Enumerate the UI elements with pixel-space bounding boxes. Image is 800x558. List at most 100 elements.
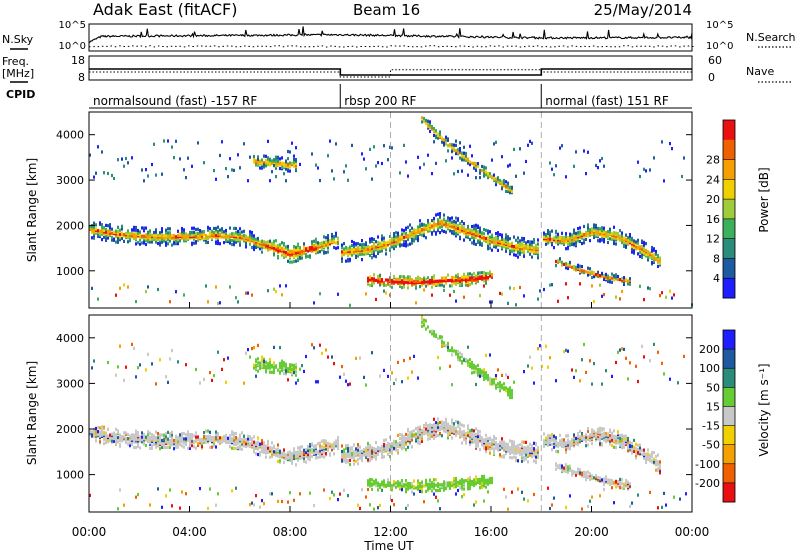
heat-cell (259, 160, 261, 163)
heat-cell (161, 233, 163, 236)
heat-cell (569, 233, 571, 236)
heat-cell (367, 479, 369, 482)
heat-cell (289, 150, 291, 153)
heat-cell (299, 246, 301, 249)
heat-cell (161, 173, 163, 176)
heat-cell (487, 276, 489, 279)
heat-cell (93, 176, 95, 179)
heat-cell (195, 240, 197, 243)
heat-cell (591, 276, 593, 279)
heat-cell (183, 437, 185, 440)
heat-cell (671, 297, 673, 300)
heat-cell (165, 494, 167, 497)
heat-cell (267, 140, 269, 143)
heat-cell (249, 435, 251, 438)
heat-cell (299, 163, 301, 166)
heat-cell (255, 364, 257, 367)
colorbar-swatch (723, 239, 735, 259)
heat-cell (399, 171, 401, 174)
heat-cell (639, 285, 641, 288)
heat-cell (309, 449, 311, 452)
heat-cell (443, 480, 445, 483)
heat-cell (461, 220, 463, 223)
heat-cell (337, 498, 339, 501)
heat-cell (333, 452, 335, 455)
heat-cell (669, 142, 671, 145)
heat-cell (421, 315, 423, 318)
heat-cell (517, 256, 519, 259)
heat-cell (385, 252, 387, 255)
heat-cell (477, 364, 479, 367)
heat-cell (435, 496, 437, 499)
heat-cell (543, 439, 545, 442)
heat-cell (511, 456, 513, 459)
heat-cell (391, 237, 393, 240)
heat-cell (147, 231, 149, 234)
heat-cell (183, 446, 185, 449)
heat-cell (465, 479, 467, 482)
heat-cell (603, 227, 605, 230)
heat-cell (137, 493, 139, 496)
heat-cell (183, 293, 185, 296)
heat-cell (495, 236, 497, 239)
heat-cell (401, 286, 403, 289)
heat-cell (431, 219, 433, 222)
heat-cell (319, 442, 321, 445)
heat-cell (135, 229, 137, 232)
heat-cell (127, 229, 129, 232)
heat-cell (435, 280, 437, 283)
heat-cell (515, 175, 517, 178)
heat-cell (341, 365, 343, 368)
colorbar-swatch (723, 219, 735, 239)
heat-cell (553, 173, 555, 176)
heat-cell (397, 449, 399, 452)
heat-cell (247, 236, 249, 239)
colorbar-tick-label: 16 (706, 213, 720, 226)
noise-series (89, 26, 694, 47)
heat-cell (161, 433, 163, 436)
heat-cell (123, 379, 125, 382)
heat-cell (437, 482, 439, 485)
heat-cell (383, 237, 385, 240)
heat-cell (205, 430, 207, 433)
heat-cell (109, 226, 111, 229)
heat-cell (323, 442, 325, 445)
heat-cell (435, 213, 437, 216)
heat-cell (567, 236, 569, 239)
heat-cell (437, 218, 439, 221)
nsearch-label: N.Search (746, 31, 796, 44)
heat-cell (535, 460, 537, 463)
heat-cell (421, 120, 423, 123)
heat-cell (649, 168, 651, 171)
heat-cell (91, 228, 93, 231)
heat-cell (135, 242, 137, 245)
heat-cell (447, 223, 449, 226)
heat-cell (655, 257, 657, 260)
heat-cell (107, 435, 109, 438)
heat-cell (137, 366, 139, 369)
heat-cell (511, 186, 513, 189)
heat-cell (515, 239, 517, 242)
heat-cell (265, 361, 267, 364)
heat-cell (455, 217, 457, 220)
heat-cell (447, 279, 449, 282)
heat-cell (217, 492, 219, 495)
heat-cell (481, 475, 483, 478)
heat-cell (427, 424, 429, 427)
heat-cell (565, 282, 567, 285)
heat-cell (501, 374, 503, 377)
heat-cell (113, 177, 115, 180)
heat-cell (615, 296, 617, 299)
heat-cell (417, 441, 419, 444)
heat-cell (235, 296, 237, 299)
heat-cell (261, 356, 263, 359)
heat-cell (215, 240, 217, 243)
heat-cell (525, 441, 527, 444)
heat-cell (257, 357, 259, 360)
heat-cell (277, 244, 279, 247)
heat-cell (429, 222, 431, 225)
heat-cell (359, 507, 361, 510)
heat-cell (603, 278, 605, 281)
heat-cell (211, 379, 213, 382)
heat-cell (289, 161, 291, 164)
